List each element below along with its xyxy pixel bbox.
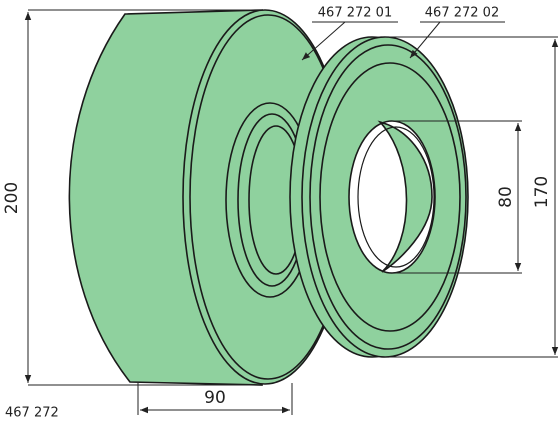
part-label: 467 272 02 <box>425 6 499 21</box>
dimension-outer: 200 <box>2 9 262 386</box>
dim-label: 90 <box>204 388 226 408</box>
dimension-width: 90 <box>137 382 293 415</box>
bore-chamfer <box>357 126 435 268</box>
flange <box>289 36 469 358</box>
bore-inside <box>377 120 433 273</box>
line <box>409 21 441 59</box>
dimension-bore: 80 <box>392 120 522 274</box>
dim-label: 200 <box>2 182 22 214</box>
dim-label: 80 <box>496 186 516 208</box>
dim-label: 170 <box>532 176 552 208</box>
dimension-flange: 170 <box>385 36 559 358</box>
assembly-label: 467 272 <box>5 406 59 421</box>
callout-tire: 467 272 01 <box>301 6 398 61</box>
line <box>301 21 346 61</box>
callout-flange: 467 272 02 <box>409 6 505 59</box>
part-label: 467 272 01 <box>318 6 392 21</box>
